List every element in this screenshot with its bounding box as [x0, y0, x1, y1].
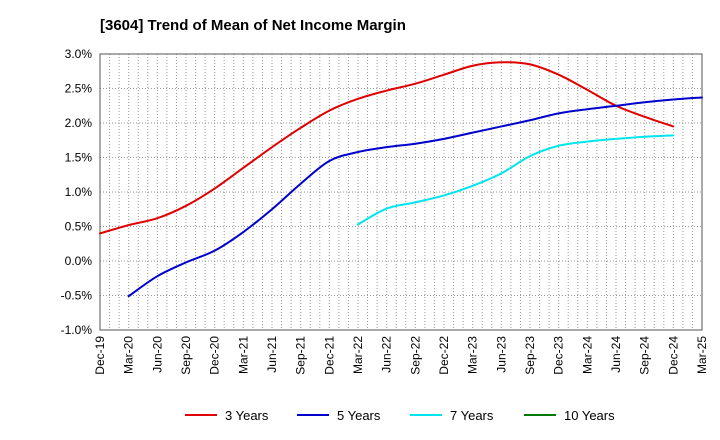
x-tick-label: Sep-21	[294, 336, 308, 375]
x-tick-label: Jun-22	[380, 336, 394, 373]
x-tick-label: Dec-20	[208, 336, 222, 375]
x-tick-label: Dec-19	[93, 336, 107, 375]
x-tick-label: Mar-22	[351, 336, 365, 374]
x-tick-label: Dec-24	[666, 336, 680, 375]
x-tick-label: Mar-24	[580, 336, 594, 374]
grid-lines	[100, 53, 702, 331]
y-tick-label: 1.0%	[65, 185, 93, 199]
y-tick-label: 3.0%	[65, 47, 93, 61]
x-tick-label: Jun-23	[494, 336, 508, 373]
plot-border	[99, 53, 703, 331]
legend: 3 Years 5 Years 7 Years 10 Years	[185, 408, 615, 423]
series-line-3-years	[99, 61, 675, 235]
legend-label-7-years: 7 Years	[450, 408, 494, 423]
x-tick-label: Jun-24	[609, 336, 623, 373]
y-tick-label: 2.5%	[65, 82, 93, 96]
x-tick-label: Dec-21	[322, 336, 336, 375]
x-tick-label: Jun-20	[150, 336, 164, 373]
legend-label-10-years: 10 Years	[564, 408, 615, 423]
y-tick-label: 2.0%	[65, 116, 93, 130]
x-tick-label: Mar-20	[122, 336, 136, 374]
y-axis-tick-labels: 3.0% 2.5% 2.0% 1.5% 1.0% 0.5% 0.0% -0.5% -1.0%	[61, 47, 93, 337]
legend-label-5-years: 5 Years	[337, 408, 381, 423]
legend-label-3-years: 3 Years	[225, 408, 269, 423]
plot-frame	[99, 53, 703, 331]
series-lines	[99, 61, 703, 298]
y-tick-label: 0.0%	[65, 254, 93, 268]
x-tick-label: Dec-23	[552, 336, 566, 375]
series-line-5-years	[127, 96, 703, 298]
y-tick-label: 1.5%	[65, 151, 93, 165]
y-tick-label: 0.5%	[65, 220, 93, 234]
x-tick-label: Sep-23	[523, 336, 537, 375]
x-axis-tick-labels: Dec-19 Mar-20 Jun-20 Sep-20 Dec-20 Mar-21 Jun-…	[93, 336, 709, 375]
x-tick-label: Mar-23	[466, 336, 480, 374]
x-tick-label: Sep-20	[179, 336, 193, 375]
x-tick-label: Mar-25	[695, 336, 709, 374]
y-tick-label: -0.5%	[61, 289, 93, 303]
x-tick-label: Mar-21	[236, 336, 250, 374]
x-tick-label: Jun-21	[265, 336, 279, 373]
series-line-7-years	[357, 134, 675, 226]
chart-title: [3604] Trend of Mean of Net Income Margi…	[100, 17, 406, 34]
y-tick-label: -1.0%	[61, 323, 93, 337]
x-tick-label: Sep-22	[408, 336, 422, 375]
x-tick-label: Sep-24	[638, 336, 652, 375]
x-tick-label: Dec-22	[437, 336, 451, 375]
